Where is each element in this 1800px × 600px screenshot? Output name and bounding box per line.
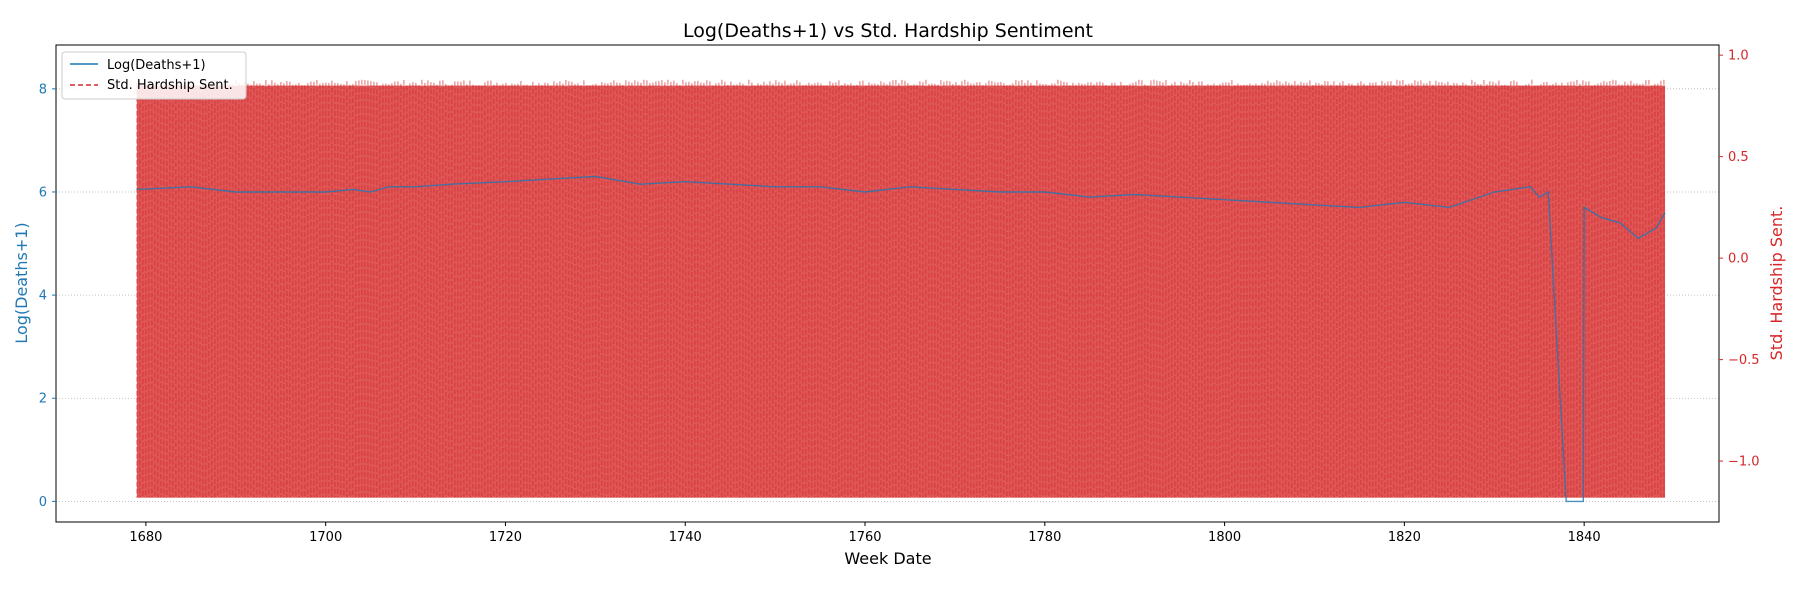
x-axis-ticks: 1680 1700 1720 1740 1760 1780 1800 1820 1840 (129, 522, 1601, 545)
left-axis-ticks: 0 2 4 6 8 (39, 82, 56, 510)
x-tick-label: 1680 (129, 530, 162, 545)
x-tick-label: 1740 (669, 530, 702, 545)
right-tick-label: 0.5 (1728, 150, 1749, 165)
hardship-series-line (136, 79, 1665, 498)
legend-box (61, 51, 247, 100)
left-tick-label: 8 (39, 82, 47, 97)
right-axis-title: Std. Hardship Sent. (1767, 206, 1786, 361)
left-axis-title: Log(Deaths+1) (12, 222, 31, 343)
right-tick-label: 0.0 (1728, 252, 1749, 267)
left-tick-label: 0 (39, 495, 47, 510)
deaths-series-line (136, 175, 1666, 503)
hardship-series (136, 79, 1666, 498)
left-tick-label: 2 (39, 392, 47, 407)
legend: Log(Deaths+1) Std. Hardship Sent. (61, 51, 247, 100)
right-axis-ticks: −1.0 −0.5 0.0 0.5 1.0 (1719, 49, 1760, 470)
left-tick-label: 4 (39, 289, 47, 304)
x-tick-label: 1700 (309, 530, 342, 545)
plot-frame (55, 44, 1720, 523)
x-tick-label: 1780 (1028, 530, 1061, 545)
chart-title: Log(Deaths+1) vs Std. Hardship Sentiment (683, 20, 1093, 42)
x-axis-title: Week Date (844, 549, 931, 568)
legend-hardship-label: Std. Hardship Sent. (107, 78, 233, 93)
right-tick-label: 1.0 (1728, 49, 1749, 64)
left-tick-label: 6 (39, 185, 47, 200)
x-tick-label: 1800 (1208, 530, 1241, 545)
legend-deaths-label: Log(Deaths+1) (107, 58, 206, 73)
x-tick-label: 1720 (489, 530, 522, 545)
right-tick-label: −1.0 (1728, 455, 1760, 470)
x-tick-label: 1820 (1388, 530, 1421, 545)
x-tick-label: 1840 (1568, 530, 1601, 545)
x-tick-label: 1760 (848, 530, 881, 545)
right-tick-label: −0.5 (1728, 353, 1760, 368)
